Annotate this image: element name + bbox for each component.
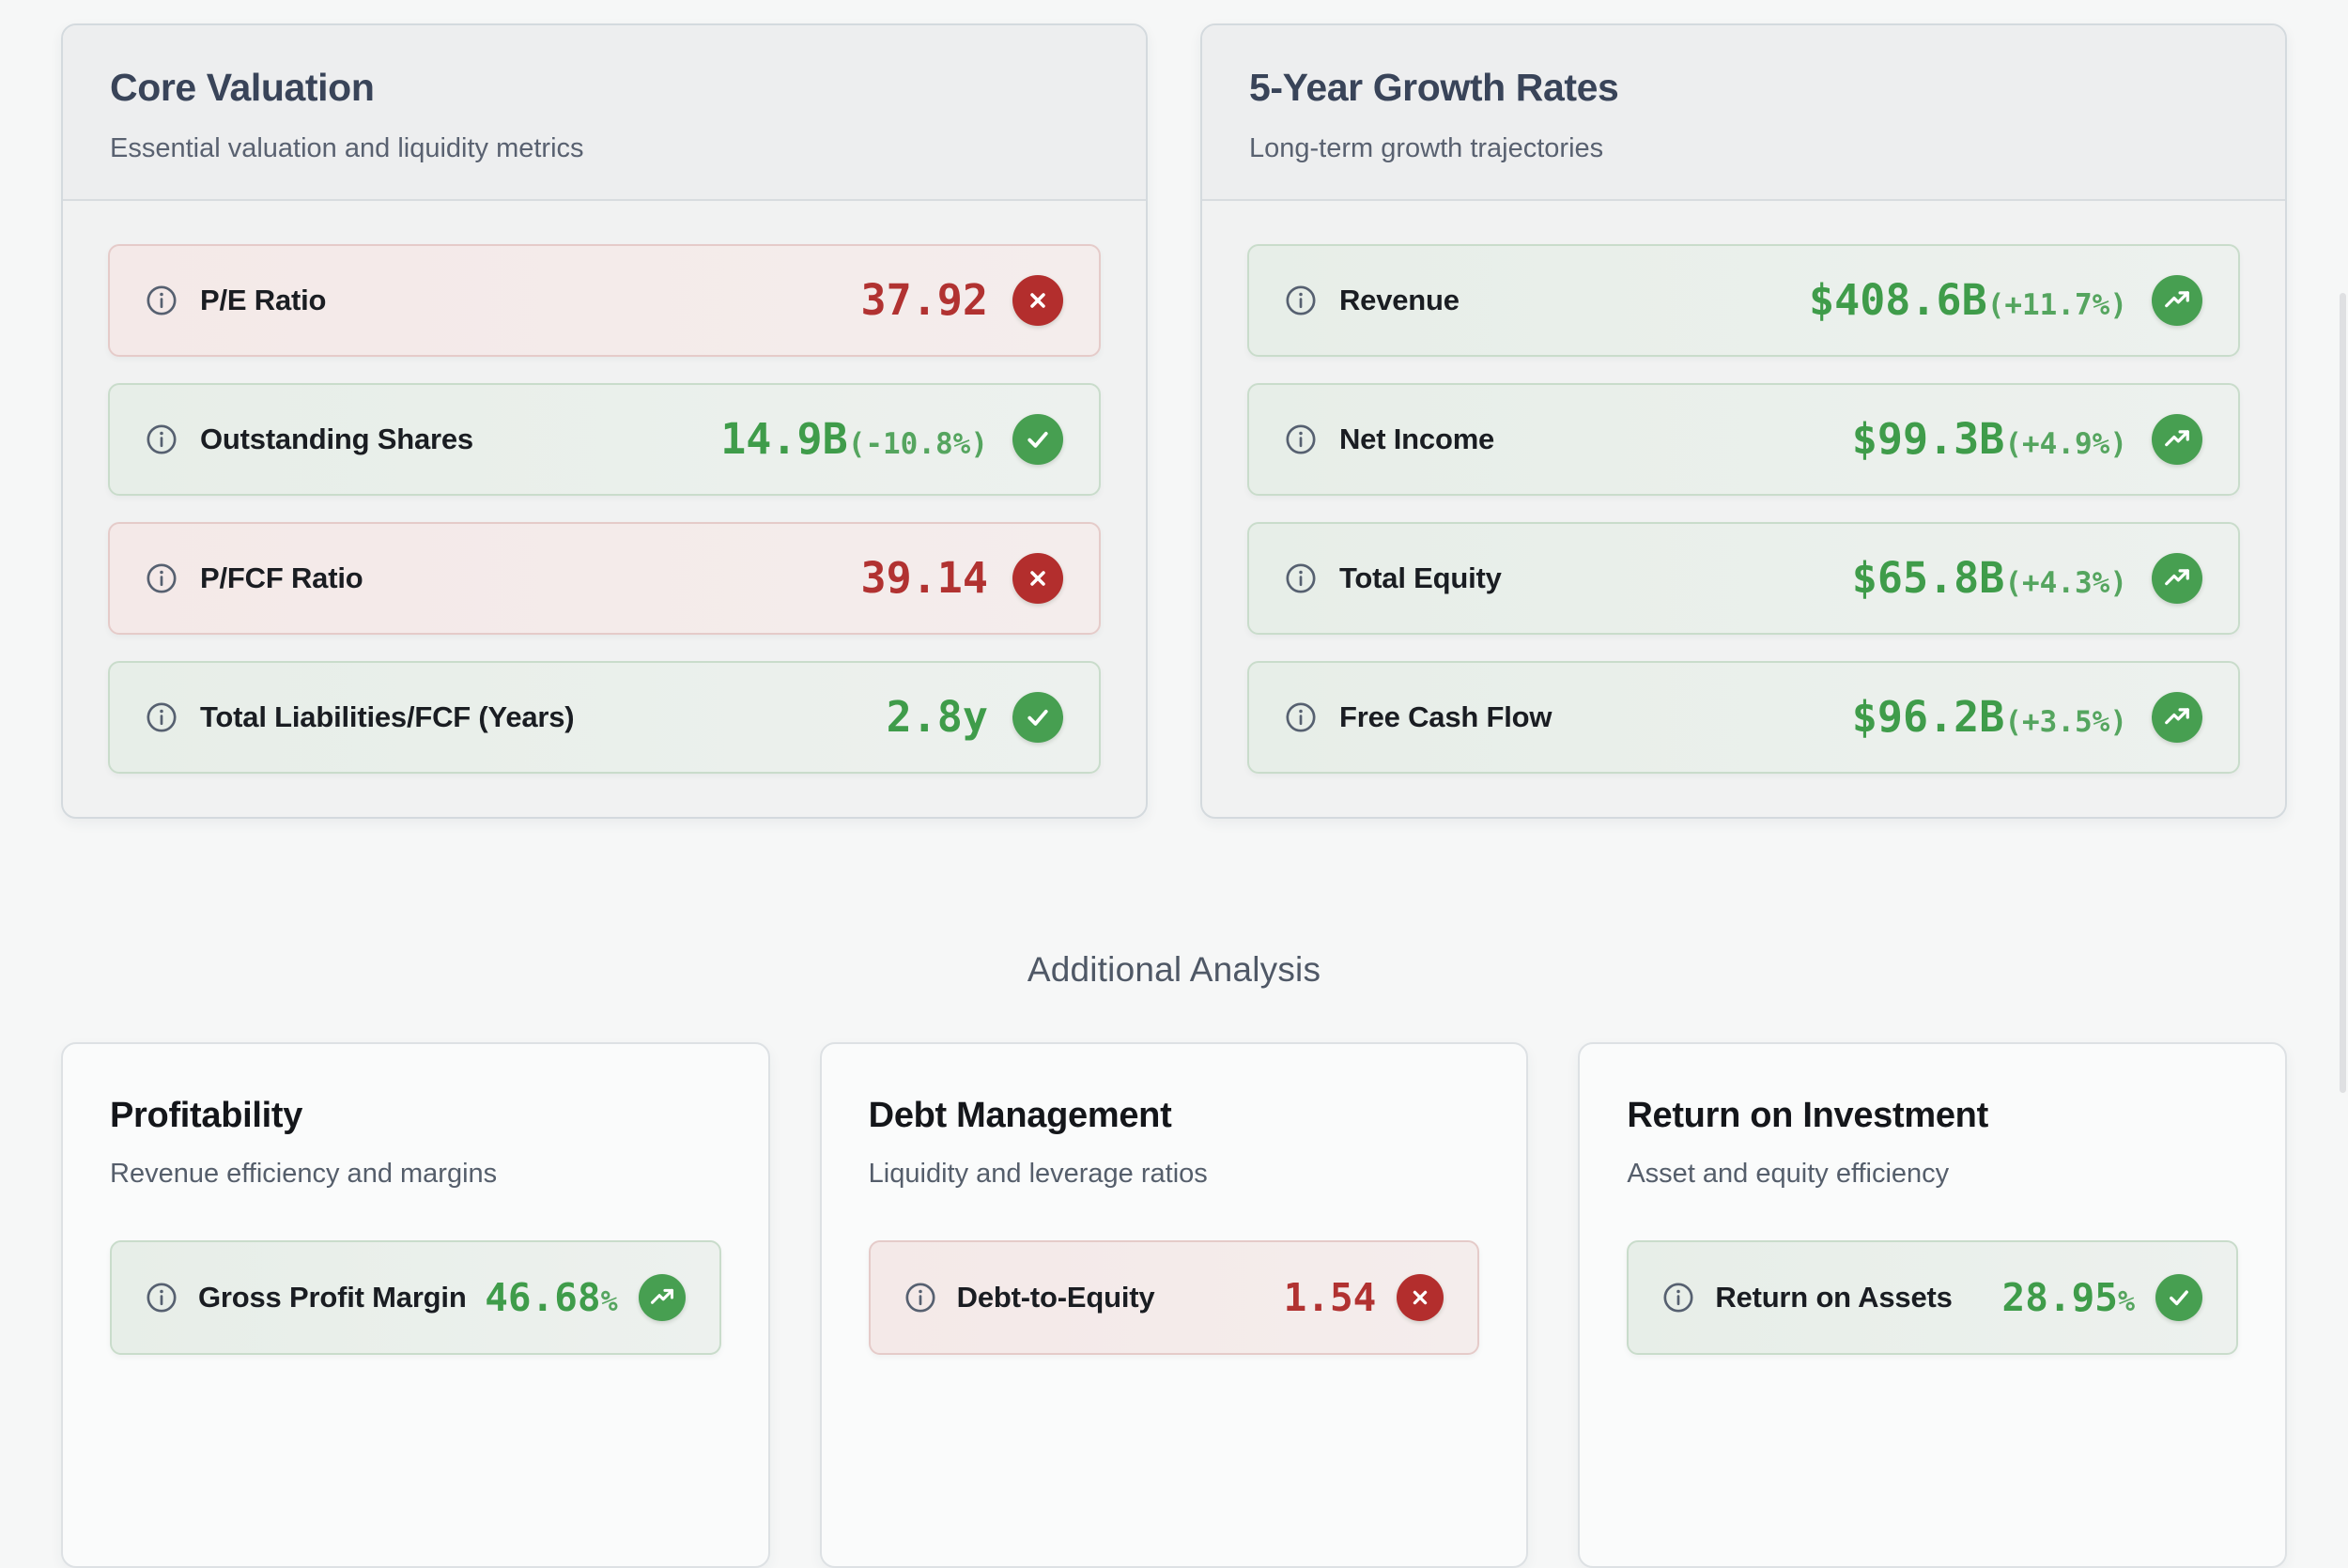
metric-value-main: 2.8y: [886, 692, 988, 743]
info-icon[interactable]: [1662, 1282, 1694, 1314]
trending-up-icon: [2152, 413, 2202, 465]
metric-value-change: (-10.8%): [847, 427, 988, 462]
metric-value-change: %: [600, 1284, 618, 1318]
info-icon[interactable]: [146, 1282, 178, 1314]
metric-label: Return on Assets: [1715, 1280, 1953, 1314]
trending-up-icon: [2152, 691, 2202, 743]
metric-value: 39.14: [861, 553, 988, 603]
trending-up-icon: [2152, 274, 2202, 326]
metric-label: Total Equity: [1339, 561, 1502, 594]
info-icon[interactable]: [1285, 284, 1317, 316]
metric-label: P/E Ratio: [200, 283, 327, 316]
debt-management-card: Debt Management Liquidity and leverage r…: [819, 1041, 1529, 1568]
info-icon[interactable]: [146, 423, 178, 455]
metric-row[interactable]: Total Liabilities/FCF (Years) 2.8y: [108, 660, 1101, 774]
card-subtitle: Essential valuation and liquidity metric…: [110, 132, 584, 163]
metric-row[interactable]: Outstanding Shares 14.9B(-10.8%): [108, 382, 1101, 496]
metric-label: Net Income: [1339, 422, 1495, 455]
check-circle-icon: [2155, 1273, 2203, 1321]
core-valuation-metrics: P/E Ratio 37.92 Outstanding Shares: [63, 201, 1146, 817]
metric-row[interactable]: Total Equity $65.8B(+4.3%): [1247, 521, 2240, 635]
metric-row[interactable]: Revenue $408.6B(+11.7%): [1247, 243, 2240, 357]
x-circle-icon: [1012, 274, 1063, 326]
card-subtitle: Liquidity and leverage ratios: [868, 1158, 1208, 1189]
info-icon[interactable]: [1285, 701, 1317, 733]
return-on-investment-card: Return on Investment Asset and equity ef…: [1578, 1041, 2288, 1568]
card-subtitle: Revenue efficiency and margins: [110, 1158, 498, 1189]
metric-row[interactable]: Debt-to-Equity 1.54: [868, 1239, 1480, 1355]
metric-value: $99.3B(+4.9%): [1852, 414, 2127, 464]
metric-value-main: $96.2B: [1851, 692, 2005, 743]
metric-label: Free Cash Flow: [1339, 699, 1552, 733]
metric-value-main: 46.68: [485, 1274, 601, 1320]
metric-value-main: 37.92: [860, 275, 988, 326]
primary-cards-row: Core Valuation Essential valuation and l…: [61, 23, 2287, 819]
metric-value: 1.54: [1284, 1275, 1377, 1320]
vertical-scrollbar-thumb[interactable]: [2340, 293, 2346, 1093]
card-title: 5-Year Growth Rates: [1249, 66, 1619, 109]
metric-value-main: 14.9B: [720, 414, 848, 465]
info-icon[interactable]: [1285, 423, 1317, 455]
metric-label: P/FCF Ratio: [200, 561, 363, 594]
metric-value-main: 39.14: [860, 553, 988, 604]
metric-value-change: (+4.3%): [2004, 566, 2127, 601]
metric-value-main: $65.8B: [1851, 553, 2005, 604]
metric-value: 2.8y: [887, 692, 988, 742]
card-subtitle: Long-term growth trajectories: [1249, 132, 1604, 163]
metric-label: Total Liabilities/FCF (Years): [200, 699, 575, 733]
metric-value: $96.2B(+3.5%): [1852, 692, 2127, 742]
metric-value-change: (+11.7%): [1986, 288, 2127, 323]
metric-row[interactable]: Net Income $99.3B(+4.9%): [1247, 382, 2240, 496]
metric-value-change: (+3.5%): [2004, 705, 2127, 740]
metric-value-main: 28.95: [2001, 1274, 2118, 1320]
info-icon[interactable]: [146, 284, 178, 316]
metric-label: Outstanding Shares: [200, 422, 473, 455]
metric-value: $408.6B(+11.7%): [1809, 275, 2127, 325]
return-on-investment-metrics: Return on Assets 28.95%: [1627, 1239, 2239, 1355]
growth-rates-metrics: Revenue $408.6B(+11.7%) Net Income: [1202, 201, 2285, 817]
metric-value: 28.95%: [2002, 1275, 2135, 1320]
metric-row[interactable]: Gross Profit Margin 46.68%: [110, 1239, 721, 1355]
x-circle-icon: [1012, 552, 1063, 604]
additional-cards-row: Profitability Revenue efficiency and mar…: [0, 1041, 2348, 1568]
info-icon[interactable]: [146, 562, 178, 594]
metric-value-change: (+4.9%): [2004, 427, 2127, 462]
metric-row[interactable]: Free Cash Flow $96.2B(+3.5%): [1247, 660, 2240, 774]
metric-value: 37.92: [861, 275, 988, 325]
core-valuation-header: Core Valuation Essential valuation and l…: [63, 25, 1146, 201]
metric-row[interactable]: P/E Ratio 37.92: [108, 243, 1101, 357]
core-valuation-card: Core Valuation Essential valuation and l…: [61, 23, 1148, 819]
x-circle-icon: [1397, 1273, 1444, 1321]
check-circle-icon: [1012, 691, 1063, 743]
metric-value-change: %: [2117, 1284, 2136, 1318]
metric-row[interactable]: P/FCF Ratio 39.14: [108, 521, 1101, 635]
profitability-metrics: Gross Profit Margin 46.68%: [110, 1239, 721, 1355]
metric-value: 46.68%: [485, 1275, 617, 1320]
card-title: Return on Investment: [1627, 1095, 1988, 1135]
card-title: Core Valuation: [110, 66, 375, 109]
metric-row[interactable]: Return on Assets 28.95%: [1627, 1239, 2239, 1355]
metric-value: $65.8B(+4.3%): [1852, 553, 2127, 603]
trending-up-icon: [2152, 552, 2202, 604]
growth-rates-header: 5-Year Growth Rates Long-term growth tra…: [1202, 25, 2285, 201]
trending-up-icon: [638, 1273, 686, 1321]
additional-analysis-heading: Additional Analysis: [1027, 949, 1321, 989]
metric-label: Debt-to-Equity: [956, 1280, 1155, 1314]
info-icon[interactable]: [904, 1282, 936, 1314]
metric-label: Revenue: [1339, 283, 1460, 316]
metric-value-main: $408.6B: [1809, 275, 1987, 326]
check-circle-icon: [1012, 413, 1063, 465]
card-title: Profitability: [110, 1095, 303, 1135]
metric-value-main: $99.3B: [1851, 414, 2005, 465]
metric-value: 14.9B(-10.8%): [720, 414, 988, 464]
growth-rates-card: 5-Year Growth Rates Long-term growth tra…: [1200, 23, 2287, 819]
metric-label: Gross Profit Margin: [198, 1280, 467, 1314]
debt-management-metrics: Debt-to-Equity 1.54: [868, 1239, 1480, 1355]
card-subtitle: Asset and equity efficiency: [1627, 1158, 1950, 1189]
metric-value-main: 1.54: [1283, 1274, 1377, 1320]
info-icon[interactable]: [1285, 562, 1317, 594]
profitability-card: Profitability Revenue efficiency and mar…: [61, 1041, 770, 1568]
card-title: Debt Management: [868, 1095, 1172, 1135]
info-icon[interactable]: [146, 701, 178, 733]
